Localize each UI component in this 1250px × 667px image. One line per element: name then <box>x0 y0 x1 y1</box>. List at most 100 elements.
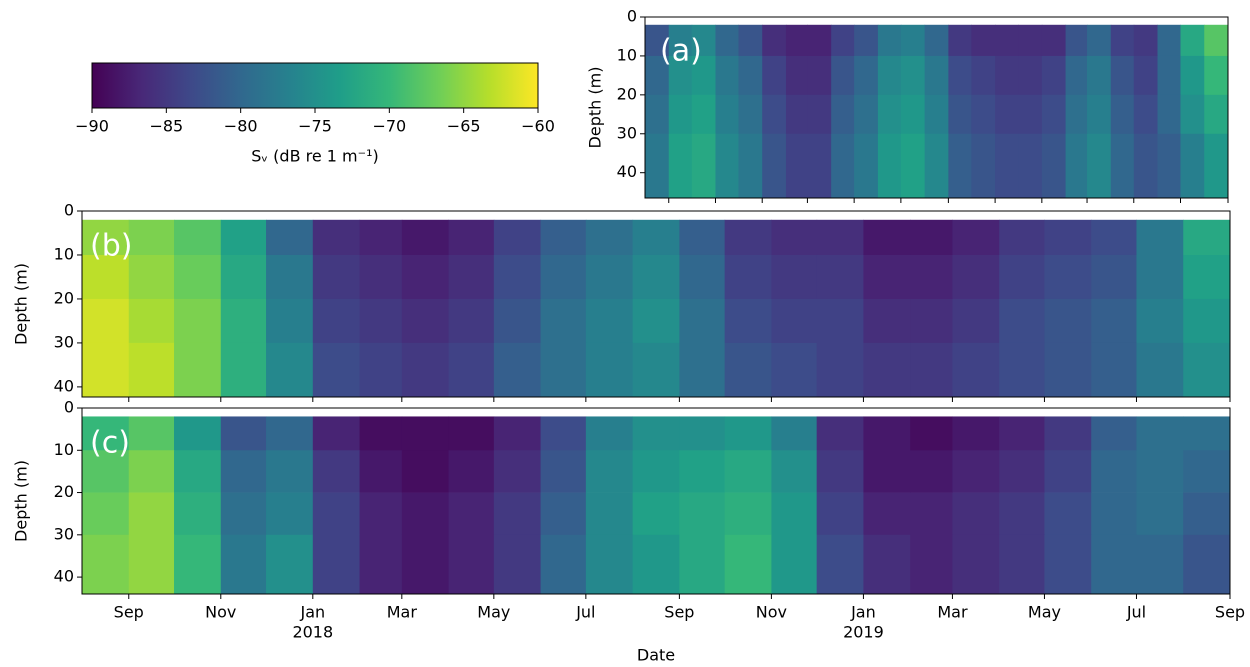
heatmap-cell <box>863 298 911 344</box>
heatmap-cell <box>910 534 953 594</box>
heatmap-cell <box>82 534 130 594</box>
heatmap-cell <box>401 298 450 344</box>
heatmap-cell <box>540 492 587 536</box>
heatmap-cell <box>82 298 130 344</box>
heatmap-cell <box>128 450 175 493</box>
heatmap-cell <box>668 55 693 96</box>
heatmap-cell <box>877 94 902 135</box>
heatmap-cell <box>493 254 542 300</box>
heatmap-cell <box>724 219 772 256</box>
heatmap-cell <box>854 133 879 198</box>
x-tick-label: Sep <box>1215 603 1245 622</box>
heatmap-cell <box>645 55 670 96</box>
heatmap-cell <box>359 342 403 397</box>
heatmap-cell <box>401 534 450 594</box>
heatmap-cell <box>1136 416 1184 451</box>
heatmap-cell <box>679 219 726 256</box>
heatmap-cell <box>82 416 130 451</box>
heatmap-cell <box>1183 534 1230 594</box>
heatmap-cell <box>762 94 787 135</box>
heatmap-cell <box>448 219 495 256</box>
heatmap-cell <box>995 55 1019 96</box>
panel-label: (c) <box>90 426 130 461</box>
heatmap-cell <box>174 416 222 451</box>
heatmap-cell <box>540 298 587 344</box>
heatmap-cell <box>679 342 726 397</box>
heatmap-cell <box>771 416 818 451</box>
heatmap-cell <box>785 24 808 57</box>
heatmap-cell <box>401 219 450 256</box>
heatmap-cell <box>632 416 680 451</box>
heatmap-cell <box>1087 94 1112 135</box>
heatmap-cell <box>401 492 450 536</box>
heatmap-cell <box>807 55 832 96</box>
heatmap-cell <box>359 298 403 344</box>
heatmap-cell <box>1157 94 1182 135</box>
x-tick-label: May <box>477 603 510 622</box>
heatmap-cell <box>999 450 1045 493</box>
heatmap-cell <box>1091 298 1137 344</box>
heatmap-cell <box>82 254 130 300</box>
x-tick-label: Nov <box>756 603 787 622</box>
heatmap-cell <box>540 254 587 300</box>
heatmap-cell <box>82 492 130 536</box>
heatmap-cell <box>863 492 911 536</box>
y-tick-label: 0 <box>64 398 74 417</box>
heatmap-cell <box>999 534 1045 594</box>
x-axis-label: Date <box>637 646 675 665</box>
heatmap-cell <box>691 94 716 135</box>
heatmap-cell <box>785 94 808 135</box>
heatmap-cell <box>312 298 361 344</box>
heatmap-cell <box>924 133 949 198</box>
heatmap-cell <box>359 416 403 451</box>
heatmap-cell <box>540 450 587 493</box>
heatmap-cell <box>816 534 864 594</box>
heatmap-cell <box>585 298 634 344</box>
heatmap-cell <box>910 492 953 536</box>
heatmap-cell <box>691 133 716 198</box>
heatmap-cell <box>877 133 902 198</box>
heatmap-cell <box>1110 133 1135 198</box>
heatmap-cell <box>948 55 972 96</box>
heatmap-cell <box>816 450 864 493</box>
heatmap-cell <box>585 416 634 451</box>
heatmap-cell <box>448 254 495 300</box>
heatmap-cell <box>724 534 772 594</box>
heatmap-cell <box>128 416 175 451</box>
heatmap-cell <box>1136 254 1184 300</box>
heatmap-cell <box>724 254 772 300</box>
heatmap-cell <box>1044 534 1092 594</box>
heatmap-cell <box>952 492 1000 536</box>
heatmap-cell <box>1204 133 1228 198</box>
heatmap-cell <box>359 219 403 256</box>
heatmap-cell <box>785 55 808 96</box>
heatmap-cell <box>493 298 542 344</box>
heatmap-cell <box>863 219 911 256</box>
heatmap-cell <box>771 450 818 493</box>
heatmap-cell <box>738 133 763 198</box>
colorbar <box>91 62 539 109</box>
y-tick-label: 30 <box>54 524 74 543</box>
heatmap-cell <box>632 219 680 256</box>
heatmap-cell <box>1183 416 1230 451</box>
heatmap-cell <box>128 298 175 344</box>
heatmap-cell <box>1065 55 1088 96</box>
y-tick-label: 10 <box>617 45 637 64</box>
x-tick-label: Sep <box>664 603 694 622</box>
heatmap-cell <box>910 298 953 344</box>
heatmap-cell <box>831 94 855 135</box>
heatmap-cell <box>540 219 587 256</box>
heatmap-cell <box>220 450 267 493</box>
heatmap-cell <box>540 342 587 397</box>
heatmap-cell <box>995 133 1019 198</box>
heatmap-cell <box>762 24 787 57</box>
heatmap-cell <box>724 492 772 536</box>
heatmap-cell <box>679 298 726 344</box>
heatmap-cell <box>900 24 926 57</box>
heatmap-cell <box>971 24 996 57</box>
heatmap-cell <box>448 492 495 536</box>
heatmap-cell <box>1183 219 1230 256</box>
heatmap-cell <box>585 534 634 594</box>
heatmap-cell <box>900 133 926 198</box>
